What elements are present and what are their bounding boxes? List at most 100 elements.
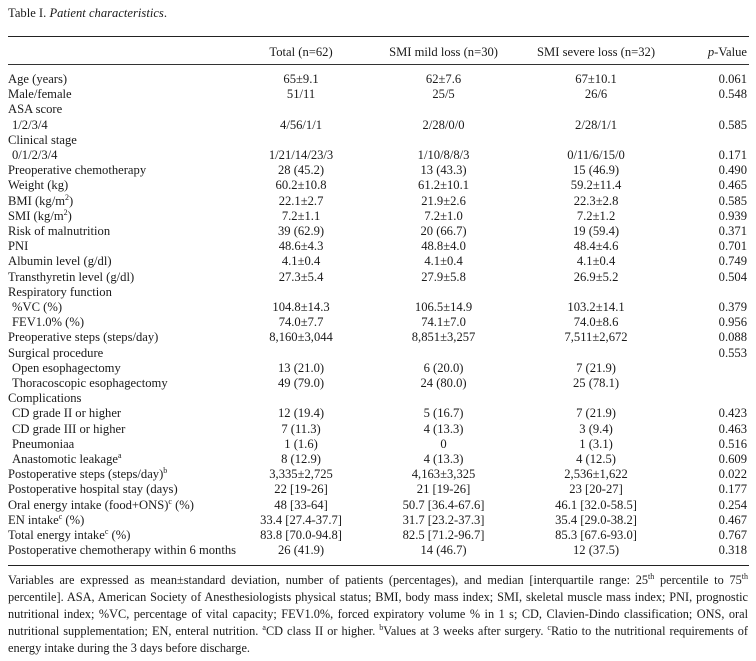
row-label: Complications: [8, 391, 236, 406]
row-label-text: Age (years): [8, 72, 68, 86]
table-row: Transthyretin level (g/dl) 27.3±5.4 27.9±5…: [8, 270, 749, 285]
cell-p-value: 0.254: [718, 497, 747, 512]
cell-severe-loss: [521, 391, 671, 406]
header-row: Total (n=62) SMI mild loss (n=30) SMI se…: [8, 40, 749, 64]
row-label-text: Anastomotic leakage: [12, 452, 118, 467]
cell-total: 7 (11.3): [281, 421, 321, 436]
cell-p-value: [671, 133, 749, 148]
footnote-superscript: th: [648, 571, 655, 581]
cell-mild-loss: 50.7 [36.4-67.6]: [402, 497, 485, 512]
row-label-text: Risk of malnutrition: [8, 224, 111, 239]
row-label: Transthyretin level (g/dl): [8, 270, 236, 285]
row-label: Open esophagectomy: [8, 361, 236, 376]
cell-total: 4/56/1/1: [280, 117, 323, 132]
cell-severe-loss: 7 (21.9): [576, 360, 616, 375]
footnote-superscript: c: [547, 622, 551, 632]
row-label: Age (years): [8, 72, 236, 87]
row-label: FEV1.0% (%): [8, 315, 236, 330]
cell-severe-loss: 25 (78.1): [572, 376, 620, 391]
footnote-text: CD class II or higher.: [265, 624, 380, 638]
p-italic: p: [707, 44, 715, 59]
row-label: 0/1/2/3/4: [8, 148, 236, 163]
cell-mild-loss: 31.7 [23.2-37.3]: [402, 512, 485, 527]
row-label: Surgical procedure: [8, 346, 236, 361]
table-row: Risk of malnutrition 39 (62.9) 20 (66.7) 19…: [8, 224, 749, 239]
table-row: Weight (kg) 60.2±10.8 61.2±10.1 59.2±11.4 0.…: [8, 178, 749, 193]
cell-total: 3,335±2,725: [269, 467, 333, 482]
header-total: Total (n=62): [269, 44, 333, 59]
row-label-superscript: 2: [65, 192, 70, 202]
row-label: Clinical stage: [8, 133, 236, 148]
table-row: BMI (kg/m2) 22.1±2.7 21.9±2.6 22.3±2.8 0.585: [8, 192, 749, 209]
row-label-text: Pneumoniaa: [12, 436, 75, 451]
table-row: FEV1.0% (%) 74.0±7.7 74.1±7.0 74.0±8.6 0.956: [8, 315, 749, 330]
row-label-text: Transthyretin level (g/dl): [8, 269, 135, 284]
table-row: Preoperative chemotherapy 28 (45.2) 13 (43…: [8, 163, 749, 178]
cell-mild-loss: 1/10/8/8/3: [417, 148, 470, 163]
footnote-text: percentile to 75: [654, 573, 742, 587]
cell-total: 48.6±4.3: [278, 239, 324, 254]
cell-severe-loss: 22.3±2.8: [573, 193, 619, 208]
table-row: Total energy intakec (%) 83.8 [70.0-94.8]…: [8, 527, 749, 543]
cell-severe-loss: 67±10.1: [575, 72, 617, 86]
row-label-superscript: b: [163, 466, 168, 476]
cell-mild-loss: [366, 346, 521, 361]
cell-mild-loss: 14 (46.7): [420, 543, 467, 558]
table-footnote: Variables are expressed as mean±standard…: [8, 572, 748, 657]
row-label-text: CD grade II or higher: [12, 406, 122, 421]
table-row: Complications: [8, 391, 749, 406]
table-row: Age (years) 65±9.1 62±7.6 67±10.1 0.061: [8, 72, 749, 87]
footnote-text: percentile]. ASA, American Society of An…: [8, 590, 748, 638]
cell-total: [236, 346, 366, 361]
row-label: Respiratory function: [8, 285, 236, 300]
cell-total: 22.1±2.7: [278, 193, 324, 208]
cell-severe-loss: 12 (37.5): [572, 543, 620, 558]
table-row: PNI 48.6±4.3 48.8±4.0 48.4±4.6 0.701: [8, 239, 749, 254]
table-row: 1/2/3/4 4/56/1/1 2/28/0/0 2/28/1/1 0.585: [8, 118, 749, 133]
cell-mild-loss: 4,163±3,325: [411, 467, 476, 482]
row-label: BMI (kg/m2): [8, 192, 236, 209]
cell-p-value: 0.088: [718, 330, 747, 345]
cell-severe-loss: 0/11/6/15/0: [567, 148, 625, 163]
table-row: 0/1/2/3/4 1/21/14/23/3 1/10/8/8/3 0/11/6/15…: [8, 148, 749, 163]
cell-total: [236, 391, 366, 406]
cell-p-value: 0.467: [718, 512, 747, 527]
row-label-text: CD grade III or higher: [12, 421, 126, 436]
row-label-text: Total energy intake: [8, 528, 105, 543]
cell-total: 22 [19-26]: [274, 482, 328, 497]
row-label: Pneumoniaa: [8, 437, 236, 452]
cell-severe-loss: 23 [20-27]: [569, 482, 623, 497]
table-row: Oral energy intake (food+ONS)c (%) 48 [33…: [8, 497, 749, 513]
cell-total: 49 (79.0): [277, 376, 325, 391]
cell-total: 104.8±14.3: [272, 300, 330, 315]
cell-total: 65±9.1: [283, 72, 319, 86]
table-row: Anastomotic leakagea 8 (12.9) 4 (13.3) 4 (1…: [8, 451, 749, 467]
cell-p-value: 0.171: [718, 148, 747, 163]
cell-total: 33.4 [27.4-37.7]: [260, 512, 342, 527]
bottom-rule: [8, 565, 749, 566]
cell-severe-loss: [521, 285, 671, 300]
cell-mild-loss: 6 (20.0): [423, 360, 464, 375]
row-label: ASA score: [8, 102, 236, 117]
row-label-text: Albumin level (g/dl): [8, 254, 112, 269]
cell-mild-loss: 62±7.6: [425, 72, 462, 86]
row-label-text: Oral energy intake (food+ONS): [8, 497, 169, 512]
row-label: CD grade II or higher: [8, 406, 236, 421]
cell-total: [236, 102, 366, 117]
cell-p-value: [671, 285, 749, 300]
cell-severe-loss: [521, 346, 671, 361]
row-label: Postoperative steps (steps/day)b: [8, 467, 236, 482]
footnote-text: Ratio to the nutritional requirements of…: [8, 624, 748, 655]
row-label-text: PNI: [8, 239, 29, 254]
cell-p-value: 0.939: [718, 208, 747, 223]
cell-p-value: 0.516: [718, 436, 747, 451]
row-label-text: Male/female: [8, 87, 72, 102]
table-row: Postoperative steps (steps/day)b 3,335±2,…: [8, 467, 749, 482]
cell-total: 7.2±1.1: [281, 208, 321, 223]
row-label: EN intakec (%): [8, 512, 236, 528]
row-label-text: Respiratory function: [8, 284, 112, 299]
table-row: CD grade II or higher 12 (19.4) 5 (16.7) 7 …: [8, 406, 749, 421]
cell-p-value: [671, 102, 749, 117]
footnote-superscript: th: [741, 571, 748, 581]
cell-mild-loss: 106.5±14.9: [414, 300, 473, 315]
